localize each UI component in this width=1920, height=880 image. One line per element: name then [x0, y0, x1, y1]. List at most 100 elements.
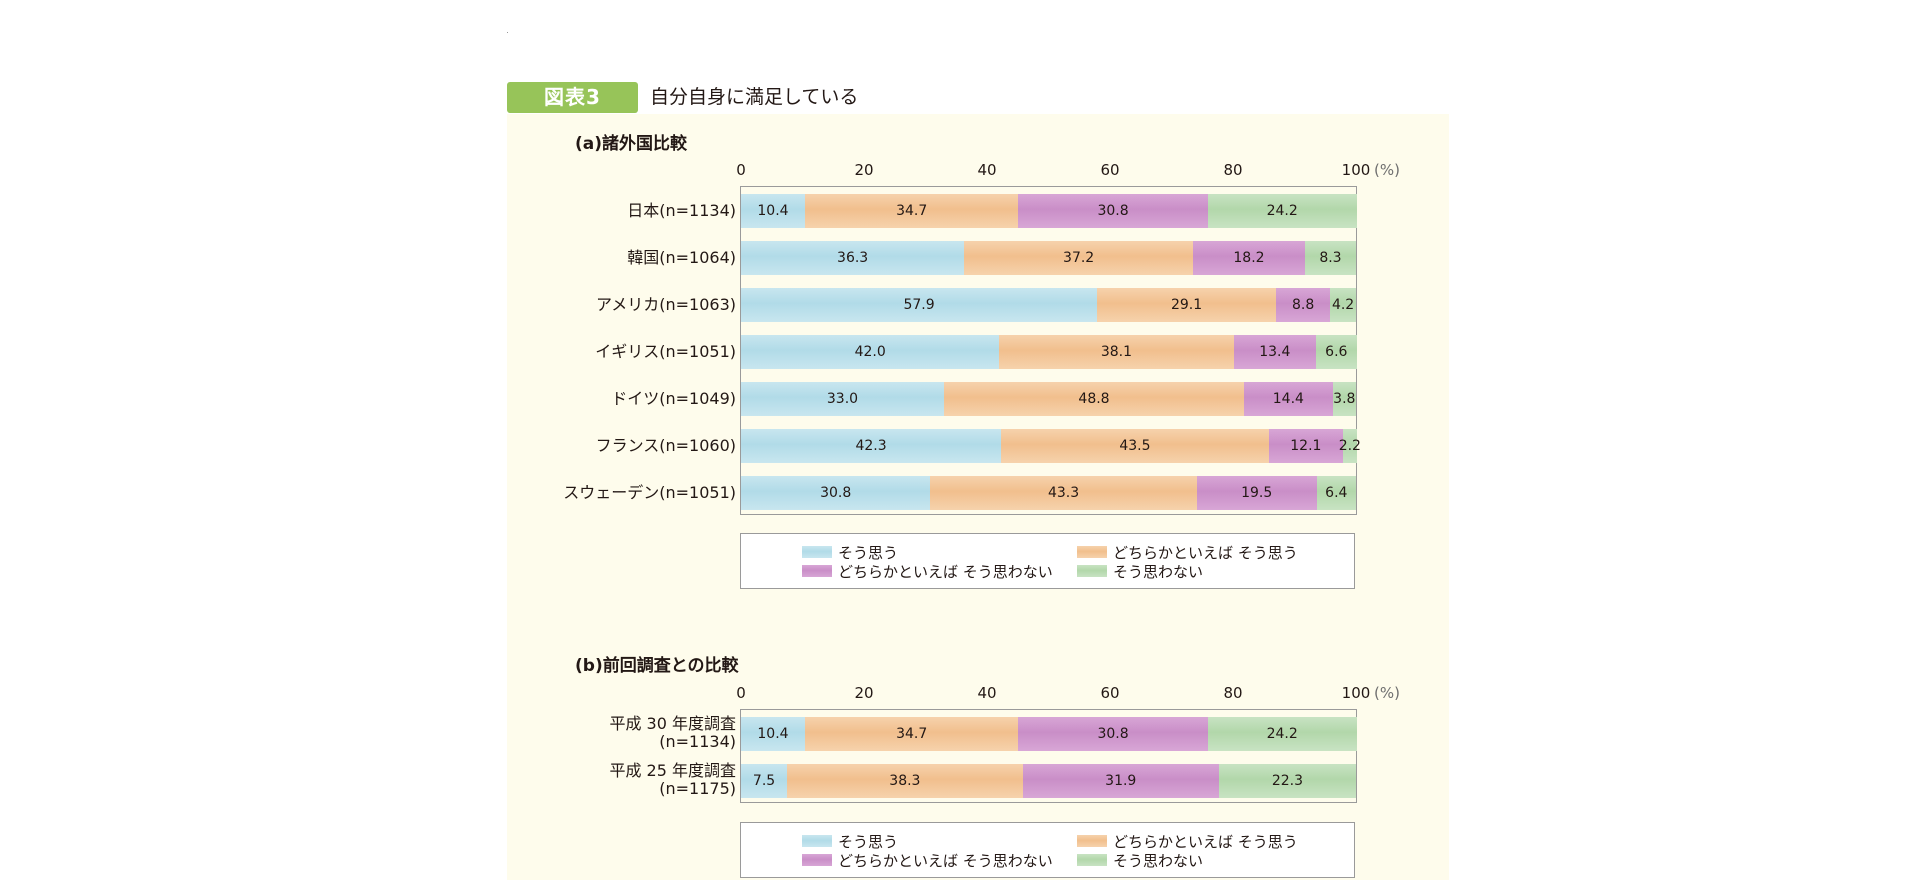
bar-segment: 8.8 — [1276, 288, 1331, 322]
legend-swatch — [1077, 546, 1107, 558]
legend-label: そう思う — [838, 832, 899, 851]
bar-segment: 12.1 — [1268, 429, 1344, 463]
category-n: (n=1175) — [659, 779, 736, 798]
bar-segment: 2.2 — [1339, 429, 1361, 463]
bar-segment: 3.8 — [1332, 382, 1356, 416]
bar-segment: 18.2 — [1193, 241, 1305, 275]
category-label: アメリカ(n=1063) — [596, 296, 736, 314]
plot-area: 10.4 34.7 30.8 24.2 7.5 38.3 31.9 22.3 — [740, 709, 1357, 803]
category-label: スウェーデン(n=1051) — [563, 484, 736, 502]
data-label: 30.8 — [1097, 203, 1129, 219]
data-label: 38.3 — [889, 773, 921, 789]
data-label: 24.2 — [1266, 203, 1298, 219]
data-label: 13.4 — [1259, 344, 1291, 360]
bar-segment: 24.2 — [1207, 717, 1357, 751]
bar-segment: 29.1 — [1097, 288, 1277, 322]
legend-item: どちらかといえば そう思う — [1077, 543, 1298, 562]
data-label: 34.7 — [896, 203, 928, 219]
bar-segment: 43.3 — [930, 476, 1197, 510]
bar-segment: 10.4 — [741, 717, 805, 751]
category-label: 平成 30 年度調査 (n=1134) — [609, 715, 736, 751]
category-label: イギリス(n=1051) — [595, 343, 736, 361]
category-name: イギリス — [595, 342, 660, 361]
bar-segment: 30.8 — [1018, 717, 1208, 751]
data-label: 36.3 — [837, 250, 869, 266]
x-tick-label: 60 — [1100, 684, 1120, 702]
data-label: 14.4 — [1272, 391, 1304, 407]
x-tick-label: 40 — [977, 161, 997, 179]
x-tick-label: 20 — [854, 161, 874, 179]
bar-segment: 6.6 — [1316, 335, 1357, 369]
bar-segment: 57.9 — [741, 288, 1098, 322]
x-tick-label: 80 — [1223, 161, 1243, 179]
data-label: 42.3 — [855, 438, 887, 454]
bar-segment: 10.4 — [741, 194, 805, 228]
bar-segment: 4.2 — [1330, 288, 1356, 322]
legend-label: どちらかといえば そう思う — [1113, 832, 1298, 851]
data-label: 12.1 — [1290, 438, 1322, 454]
data-label: 8.3 — [1319, 250, 1342, 266]
data-label: 57.9 — [903, 297, 935, 313]
legend-label: どちらかといえば そう思わない — [838, 562, 1053, 581]
data-label: 10.4 — [757, 726, 789, 742]
legend: そう思う どちらかといえば そう思うどちらかといえば そう思わない そう思わない — [740, 822, 1355, 878]
figure-badge: 図表3 — [507, 82, 638, 113]
category-n: (n=1134) — [659, 732, 736, 751]
legend-item: どちらかといえば そう思わない — [802, 562, 1053, 581]
bar-segment: 42.0 — [741, 335, 1000, 369]
bar-segment: 31.9 — [1022, 764, 1219, 798]
legend-swatch — [1077, 854, 1107, 866]
data-label: 31.9 — [1105, 773, 1137, 789]
legend-item: そう思う — [802, 543, 899, 562]
data-label: 3.8 — [1333, 391, 1356, 407]
category-name: スウェーデン — [563, 483, 660, 502]
data-label: 30.8 — [1097, 726, 1129, 742]
category-n: (n=1051) — [659, 483, 736, 502]
bar-segment: 38.3 — [787, 764, 1023, 798]
data-label: 4.2 — [1331, 297, 1355, 313]
category-n: (n=1051) — [659, 342, 736, 361]
category-name: 韓国 — [627, 248, 660, 267]
x-tick-label: 80 — [1223, 684, 1243, 702]
data-label: 10.4 — [757, 203, 789, 219]
data-label: 34.7 — [896, 726, 928, 742]
legend-item: そう思わない — [1077, 851, 1203, 870]
data-label: 6.4 — [1325, 485, 1348, 501]
legend-label: そう思わない — [1113, 562, 1204, 581]
bar-segment: 43.5 — [1001, 429, 1269, 463]
data-label: 29.1 — [1170, 297, 1203, 313]
bar-segment: 8.3 — [1304, 241, 1356, 275]
category-label: フランス(n=1060) — [596, 437, 736, 455]
legend-label: そう思う — [838, 543, 899, 562]
x-tick-label: 20 — [854, 684, 874, 702]
x-tick-label: 0 — [736, 684, 746, 702]
legend-item: どちらかといえば そう思わない — [802, 851, 1053, 870]
legend-label: どちらかといえば そう思わない — [838, 851, 1053, 870]
data-label: 24.2 — [1266, 726, 1298, 742]
category-n: (n=1064) — [659, 248, 736, 267]
bar-segment: 19.5 — [1196, 476, 1317, 510]
data-label: 42.0 — [854, 344, 886, 360]
legend-swatch — [1077, 835, 1107, 847]
plot-area: 10.4 34.7 30.8 24.2 36.3 37.2 18.2 8.3 57.9 29.1 8… — [740, 186, 1361, 515]
bar-segment: 48.8 — [943, 382, 1245, 416]
x-tick-label: 100 — [1341, 161, 1371, 179]
chart-title: (b)前回調査との比較 — [575, 656, 739, 676]
x-axis-unit: (%) — [1374, 684, 1400, 702]
data-label: 2.2 — [1338, 438, 1361, 454]
bar-segment: 33.0 — [741, 382, 944, 416]
bar-segment: 13.4 — [1233, 335, 1317, 369]
data-label: 30.8 — [820, 485, 852, 501]
category-name: 平成 30 年度調査 — [609, 714, 736, 733]
category-name: アメリカ — [596, 295, 660, 314]
category-name: ドイツ — [611, 389, 660, 408]
data-label: 37.2 — [1063, 250, 1095, 266]
bar-segment: 38.1 — [999, 335, 1234, 369]
legend-swatch — [802, 546, 832, 558]
bar-segment: 34.7 — [804, 194, 1019, 228]
legend-swatch — [1077, 565, 1107, 577]
category-n: (n=1049) — [659, 389, 736, 408]
category-n: (n=1134) — [659, 201, 736, 220]
x-axis-unit: (%) — [1374, 161, 1400, 179]
bar-segment: 7.5 — [741, 764, 788, 798]
